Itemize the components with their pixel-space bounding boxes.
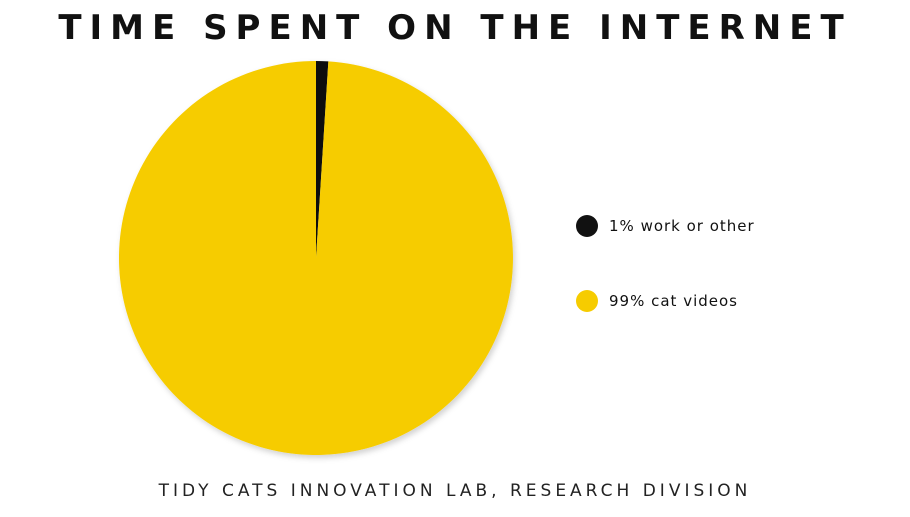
legend-swatch-work (576, 215, 598, 237)
pie-slices (118, 61, 513, 456)
chart-title: TIME SPENT ON THE INTERNET (58, 8, 852, 48)
legend-label-cat-videos: 99% cat videos (609, 292, 738, 310)
pie-slice-cat-videos (118, 61, 513, 456)
legend-swatch-cat-videos (576, 290, 598, 312)
legend: 1% work or other 99% cat videos (576, 212, 836, 362)
pie-slice-work (316, 61, 329, 258)
source-caption: TIDY CATS INNOVATION LAB, RESEARCH DIVIS… (158, 481, 752, 501)
legend-item-work: 1% work or other (576, 212, 836, 240)
legend-label-work: 1% work or other (609, 217, 755, 235)
legend-item-cat-videos: 99% cat videos (576, 287, 836, 315)
